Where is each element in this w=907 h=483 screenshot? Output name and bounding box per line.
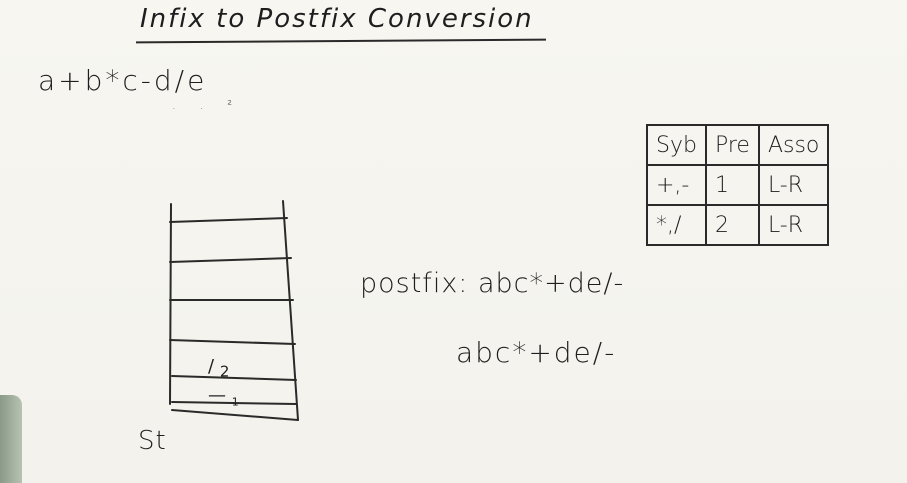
stack-row-line: [169, 257, 292, 263]
header-precedence: Pre: [704, 124, 760, 166]
table-row: *,/ 2 L-R: [646, 204, 830, 246]
table-row: +,- 1 L-R: [646, 164, 830, 206]
header-symbol: Syb: [646, 124, 707, 166]
page-title: Infix to Postfix Conversion: [140, 4, 534, 34]
stack-item-symbol: —: [208, 385, 226, 406]
header-associativity: Asso: [757, 124, 830, 166]
stack-row-line: [169, 339, 296, 345]
infix-expression: a+b*c-d/e: [38, 64, 208, 97]
precedence-table: Syb Pre Asso +,- 1 L-R *,/ 2 L-R: [646, 124, 830, 246]
stack-row-line: [171, 375, 297, 381]
expression-marks: . . ²: [172, 98, 243, 112]
cell-symbol: +,-: [646, 164, 707, 206]
postfix-line: postfix: abc*+de/-: [360, 268, 625, 299]
cell-associativity: L-R: [757, 164, 830, 206]
stack-row-line: [169, 217, 288, 223]
stack-label: St: [138, 426, 167, 456]
presenter-hand: [0, 395, 22, 483]
postfix-result: abc*+de/-: [456, 336, 617, 369]
stack-item-minus: — 1: [208, 385, 239, 409]
stack-item-symbol: /: [208, 356, 215, 377]
stack-left-wall: [169, 203, 172, 405]
stack-item-number: 1: [231, 395, 239, 409]
cell-precedence: 1: [704, 164, 760, 206]
cell-symbol: *,/: [646, 204, 707, 246]
stack-right-wall: [282, 200, 299, 421]
stack-item-number: 2: [219, 362, 230, 381]
stack-item-slash: / 2: [208, 356, 229, 381]
stack-bottom-line: [171, 409, 299, 421]
stack-row-line: [171, 401, 297, 405]
cell-precedence: 2: [704, 204, 760, 246]
cell-associativity: L-R: [757, 204, 830, 246]
table-header-row: Syb Pre Asso: [646, 124, 830, 166]
